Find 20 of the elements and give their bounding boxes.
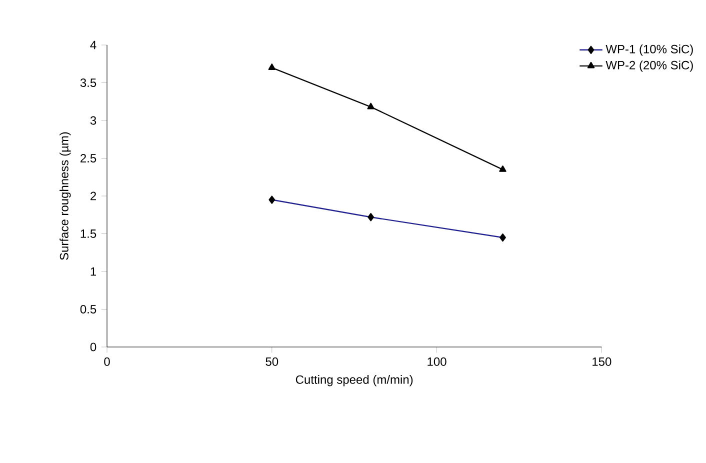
x-tick-label: 100 xyxy=(428,357,446,366)
y-tick-label: 4 xyxy=(90,40,96,50)
point xyxy=(268,64,276,70)
legend-label: WP-1 (10% SiC) xyxy=(606,44,693,56)
x-tick-label: 150 xyxy=(592,357,612,366)
y-axis-title: Surface roughness (µm) xyxy=(60,132,71,260)
y-tick-label: 0 xyxy=(90,342,96,352)
y-tick-label: 1 xyxy=(90,267,96,276)
y-tick-label: 0.5 xyxy=(80,304,96,314)
x-axis-title: Cutting speed (m/min) xyxy=(296,375,413,386)
y-tick-label: 2.5 xyxy=(80,154,96,162)
y-tick-label: 2 xyxy=(90,192,96,200)
y-tick-label: 1.5 xyxy=(80,230,96,238)
x-tick-label: 50 xyxy=(266,357,278,366)
x-tick-label: 0 xyxy=(104,357,110,366)
legend-label: WP-2 (20% SiC) xyxy=(606,60,693,72)
y-tick-label: 3.5 xyxy=(80,78,96,87)
y-tick-label: 3 xyxy=(90,116,96,125)
point xyxy=(367,102,374,110)
point xyxy=(499,166,506,172)
